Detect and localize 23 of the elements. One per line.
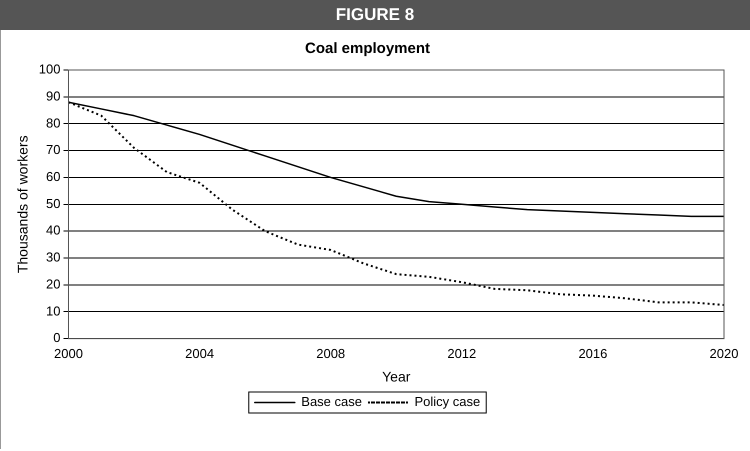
y-tick-label: 90: [46, 88, 60, 104]
y-tick-label: 0: [53, 330, 60, 346]
chart-title: FIGURE 8: [0, 0, 750, 30]
x-tick-label: 2000: [54, 346, 83, 361]
x-tick-label: 2020: [710, 346, 738, 361]
y-tick-label: 70: [46, 142, 60, 158]
y-tick-label: 100: [38, 62, 60, 77]
y-axis-title: Thousands of workers: [14, 135, 30, 274]
y-tick-label: 80: [46, 115, 60, 130]
x-tick-label: 2012: [447, 346, 476, 361]
legend-label: Base case: [301, 394, 362, 410]
y-tick-label: 30: [46, 250, 60, 265]
chart-subtitle: Coal employment: [304, 40, 430, 58]
x-tick-label: 2004: [185, 346, 214, 361]
x-tick-label: 2016: [578, 346, 608, 361]
x-axis-title: Year: [382, 368, 411, 384]
y-tick-label: 10: [46, 303, 60, 318]
legend-label: Policy case: [414, 394, 480, 410]
y-tick-label: 50: [46, 196, 60, 211]
y-tick-label: 40: [46, 222, 60, 238]
x-tick-label: 2008: [316, 346, 346, 361]
y-tick-label: 20: [46, 276, 60, 292]
y-tick-label: 60: [46, 169, 60, 184]
